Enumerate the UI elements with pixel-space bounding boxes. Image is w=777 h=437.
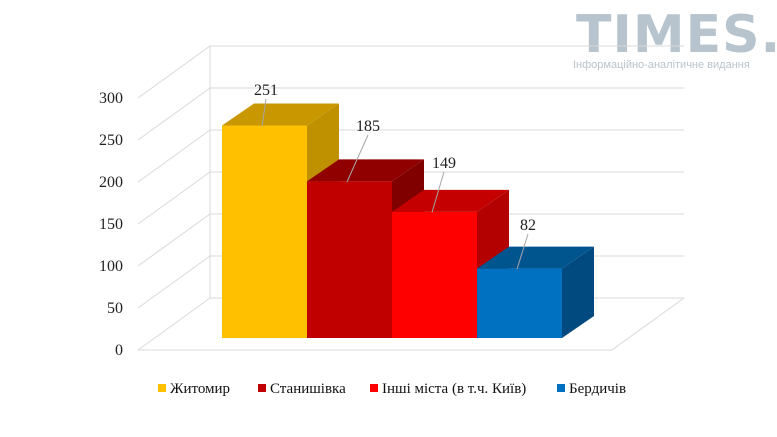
data-label: 82 [520,217,536,234]
legend-swatch [557,384,565,392]
data-label-leader [516,233,529,270]
legend-item: Житомир [158,381,230,397]
gridline-side [137,255,211,309]
bar-front-face [222,125,307,338]
floor-right-edge [611,297,685,351]
bar-top-face [392,189,509,212]
bar-side-face [562,246,594,338]
data-label-leader [261,98,267,127]
y-axis-ticks: 0 50 100 150 200 250 300 [99,90,123,359]
gridline-side [137,297,211,351]
gridline-side [137,171,211,225]
bar-top-face [307,159,424,182]
bar-top-face [222,103,339,126]
watermark-logo: TIMES.ZT Інформаційно-аналітичне видання [573,5,777,71]
watermark-title: TIMES.ZT [576,5,777,65]
legend-label: Станишівка [270,381,346,397]
y-tick-label: 0 [115,342,123,359]
bar-front-face [477,268,562,338]
data-label-leader [346,134,369,183]
data-label: 185 [356,118,380,135]
bar-top-face [477,246,594,269]
gridline-side [137,213,211,267]
data-labels: 251 185 149 82 [254,82,536,270]
gridline-side [137,129,211,183]
legend-item: Інші міста (в т.ч. Київ) [370,381,526,397]
legend-label: Бердичів [569,381,626,397]
legend-swatch [158,384,166,392]
gridline-side [137,87,211,141]
legend-item: Бердичів [557,381,626,397]
y-tick-label: 100 [99,258,123,275]
y-tick-label: 150 [99,216,123,233]
bar-front-face [392,211,477,338]
y-tick-label: 200 [99,174,123,191]
y-tick-label: 250 [99,132,123,149]
data-label: 251 [254,82,278,99]
bar-3 [477,246,594,338]
bars [222,103,594,338]
watermark-subtitle: Інформаційно-аналітичне видання [573,59,750,71]
bar-front-face [307,181,392,338]
y-tick-label: 300 [99,90,123,107]
gridline-side [137,45,211,99]
legend-swatch [258,384,266,392]
data-label-leader [431,171,445,213]
legend-label: Інші міста (в т.ч. Київ) [382,381,526,397]
data-label: 149 [432,155,456,172]
legend-swatch [370,384,378,392]
legend: Житомир Станишівка Інші міста (в т.ч. Київ… [158,381,626,397]
y-tick-label: 50 [107,300,123,317]
legend-label: Житомир [170,381,230,397]
legend-item: Станишівка [258,381,346,397]
